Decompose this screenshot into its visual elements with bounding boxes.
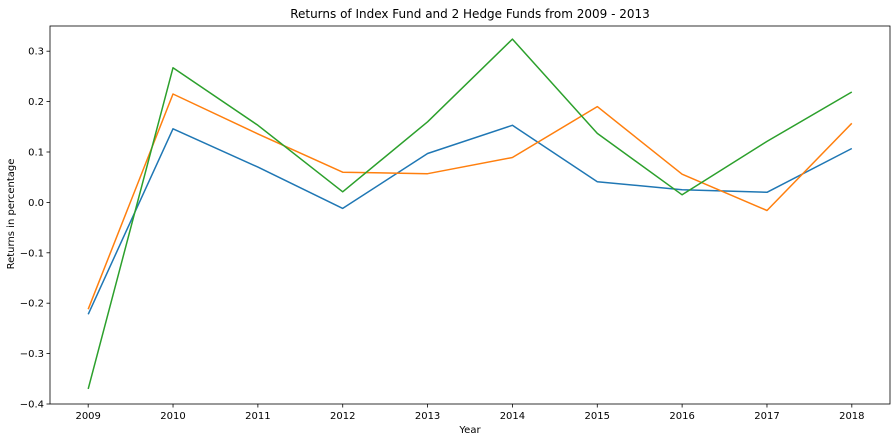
y-tick-label: −0.4 bbox=[20, 400, 44, 411]
x-tick-label: 2010 bbox=[160, 411, 185, 422]
plot-frame bbox=[49, 25, 891, 405]
x-axis-label: Year bbox=[458, 425, 481, 436]
y-tick-label: 0.2 bbox=[28, 97, 44, 108]
x-tick-label: 2013 bbox=[415, 411, 440, 422]
chart-title: Returns of Index Fund and 2 Hedge Funds … bbox=[290, 7, 650, 21]
y-tick-label: 0.3 bbox=[28, 47, 44, 58]
x-tick-label: 2011 bbox=[245, 411, 270, 422]
x-tick-label: 2014 bbox=[500, 411, 525, 422]
series-line-2 bbox=[87, 93, 853, 310]
y-tick-label: 0.1 bbox=[28, 148, 44, 159]
series-line-1 bbox=[87, 124, 853, 315]
y-tick-label: −0.1 bbox=[20, 248, 44, 259]
x-tick-label: 2015 bbox=[585, 411, 610, 422]
x-tick-label: 2016 bbox=[669, 411, 694, 422]
series-line-3 bbox=[87, 38, 853, 390]
x-tick-label: 2017 bbox=[754, 411, 779, 422]
y-tick-label: 0.0 bbox=[28, 198, 44, 209]
x-tick-label: 2018 bbox=[839, 411, 864, 422]
y-tick-label: −0.2 bbox=[20, 299, 44, 310]
axis-layer: 2009 2010 2011 2012 2013 2014 2015 2016 2017 2018… bbox=[20, 25, 891, 422]
y-tick-label: −0.3 bbox=[20, 349, 44, 360]
y-axis-label: Returns in percentage bbox=[6, 159, 17, 270]
x-tick-label: 2009 bbox=[75, 411, 100, 422]
x-tick-label: 2012 bbox=[330, 411, 355, 422]
series-layer bbox=[87, 38, 853, 390]
